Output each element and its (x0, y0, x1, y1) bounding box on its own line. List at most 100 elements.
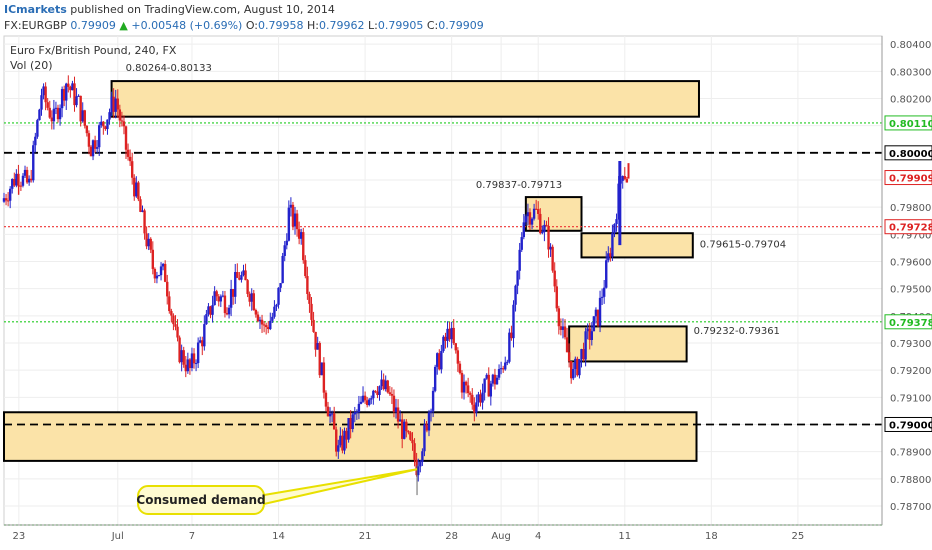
candle-body (130, 161, 134, 178)
candle-body (466, 385, 470, 394)
candle-body (273, 306, 276, 317)
publisher-line: ICmarkets published on TradingView.com, … (4, 3, 335, 16)
candle-body (89, 146, 93, 157)
candle-body (586, 328, 589, 332)
candle-body (411, 439, 414, 444)
candle-body (339, 435, 342, 446)
candle-body (145, 233, 148, 247)
candle-body (580, 349, 583, 360)
candle-body (489, 383, 493, 397)
candle-body (120, 120, 124, 122)
close-label: C: (426, 19, 439, 32)
low-label: L: (368, 19, 378, 32)
candle-body (275, 304, 278, 307)
candle-body (149, 238, 152, 250)
candle-body (174, 324, 177, 327)
candle-body (526, 212, 530, 217)
candle-body (38, 109, 41, 121)
candle-body (65, 83, 68, 101)
candle-body (77, 95, 80, 97)
close-value: 0.79909 (438, 19, 484, 32)
candle-body (483, 378, 486, 393)
candle-body (46, 102, 49, 108)
candle-body (561, 326, 565, 330)
candle-body (518, 249, 521, 271)
candle-body (440, 351, 443, 370)
price-change: +0.00548 (+0.69%) (131, 19, 243, 32)
candle-body (302, 232, 305, 261)
candle-body (384, 380, 387, 390)
x-tick-label: 11 (618, 531, 631, 542)
price-label-box (884, 314, 932, 330)
candle-body (512, 304, 515, 339)
candle-body (258, 319, 262, 322)
candle-body (621, 176, 624, 181)
candle-body (623, 176, 626, 179)
candle-body (2, 198, 6, 202)
publisher-brand[interactable]: ICmarkets (4, 3, 67, 16)
candle-body (429, 410, 433, 413)
x-tick-label: 7 (189, 531, 195, 542)
candle-body (135, 182, 138, 197)
candle-body (516, 270, 519, 286)
candle-body (328, 413, 332, 417)
candle-body (157, 275, 161, 277)
price-label-box (884, 145, 932, 161)
candle-body (351, 414, 354, 430)
candle-body (475, 402, 478, 413)
candle-body (565, 337, 569, 353)
candle-body (569, 361, 573, 379)
candle-body (93, 140, 97, 149)
candle-body (442, 336, 445, 352)
candle-body (44, 86, 47, 103)
symbol-line: FX:EURGBP 0.79909 ▲ +0.00548 (+0.69%) O:… (4, 19, 484, 32)
candle-body (355, 412, 359, 414)
candle-body (413, 443, 416, 460)
candle-body (594, 309, 598, 317)
candle-body (227, 307, 231, 315)
candle-body (260, 319, 264, 325)
candle-body (551, 246, 554, 271)
x-tick-label: 25 (792, 531, 805, 542)
candle-body (71, 83, 74, 91)
candle-body (244, 270, 247, 281)
candle-body (196, 342, 200, 364)
candle-body (396, 407, 400, 422)
candle-body (153, 268, 157, 279)
y-tick-label: 0.80300 (890, 67, 931, 78)
candle-body (159, 266, 163, 276)
candle-body (493, 374, 497, 385)
candle-body (506, 361, 509, 363)
y-tick-label: 0.79800 (890, 203, 931, 214)
x-tick-label: 21 (359, 531, 372, 542)
candle-body (473, 404, 476, 413)
candle-body (477, 394, 480, 403)
price-label: 0.80000 (889, 149, 932, 160)
candle-body (34, 136, 37, 146)
x-tick-label: 18 (705, 531, 718, 542)
level-lines-layer (4, 122, 882, 526)
candle-body (407, 431, 410, 433)
candle-body (60, 89, 64, 109)
candle-body (452, 327, 455, 344)
candle-body (625, 178, 629, 183)
candle-body (337, 445, 340, 452)
price-label-box (884, 219, 932, 235)
chart-subtitle: Vol (20) (10, 59, 53, 72)
candle-body (277, 287, 280, 305)
y-tick-label: 0.79600 (890, 257, 931, 268)
candle-body (514, 285, 517, 305)
candle-body (481, 392, 484, 403)
candle-body (448, 328, 451, 340)
candle-body (392, 395, 396, 412)
candle-body (574, 358, 577, 369)
candle-body (598, 297, 602, 326)
candle-body (248, 293, 251, 302)
candle-body (335, 429, 338, 452)
candle-body (427, 412, 431, 431)
candle-body (289, 204, 293, 208)
zone-label: 0.79615-0.79704 (700, 239, 786, 250)
candle-body (450, 327, 453, 340)
candle-body (75, 96, 78, 106)
